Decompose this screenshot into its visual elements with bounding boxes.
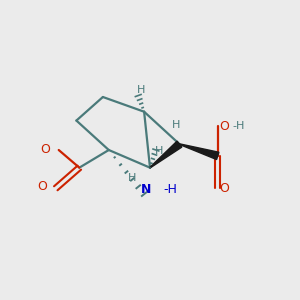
Text: H: H [172,120,181,130]
Polygon shape [150,141,182,168]
Text: H: H [154,146,163,157]
Text: O: O [37,180,47,193]
Text: O: O [219,120,229,133]
Text: O: O [40,143,50,157]
Polygon shape [179,144,219,160]
Text: H: H [137,85,146,94]
Text: -H: -H [232,122,245,131]
Text: N: N [140,183,151,196]
Text: O: O [219,182,229,195]
Text: -H: -H [163,183,177,196]
Text: H: H [128,173,136,183]
